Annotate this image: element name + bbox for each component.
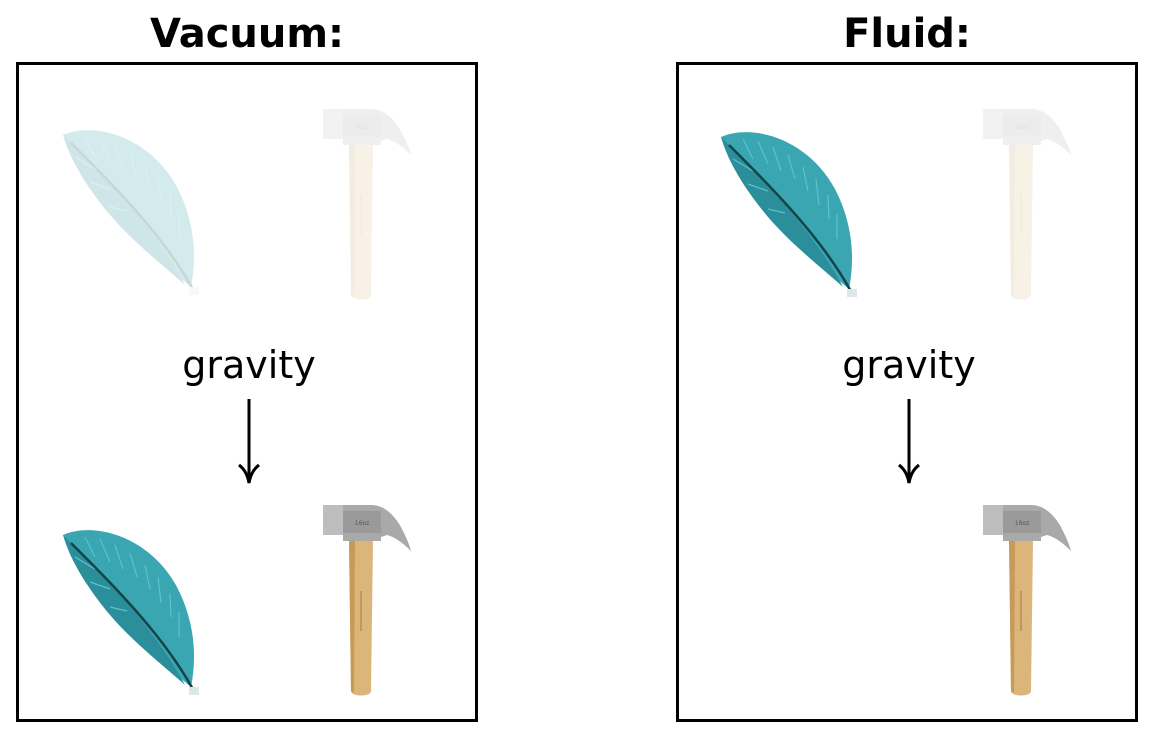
gravity-label: gravity <box>182 343 316 387</box>
feather-icon <box>61 528 201 697</box>
hammer-icon <box>322 504 412 696</box>
hammer-icon <box>982 108 1072 300</box>
feather-icon <box>61 128 201 297</box>
down-arrow-icon <box>237 397 261 485</box>
gravity-label: gravity <box>842 343 976 387</box>
down-arrow-icon <box>897 397 921 485</box>
feather-icon <box>719 130 859 299</box>
vacuum-panel: gravity <box>16 62 478 722</box>
vacuum-title: Vacuum: <box>149 11 345 57</box>
fluid-panel: gravity <box>676 62 1138 722</box>
hammer-icon <box>322 108 412 300</box>
hammer-icon <box>982 504 1072 696</box>
fluid-title: Fluid: <box>843 11 971 57</box>
